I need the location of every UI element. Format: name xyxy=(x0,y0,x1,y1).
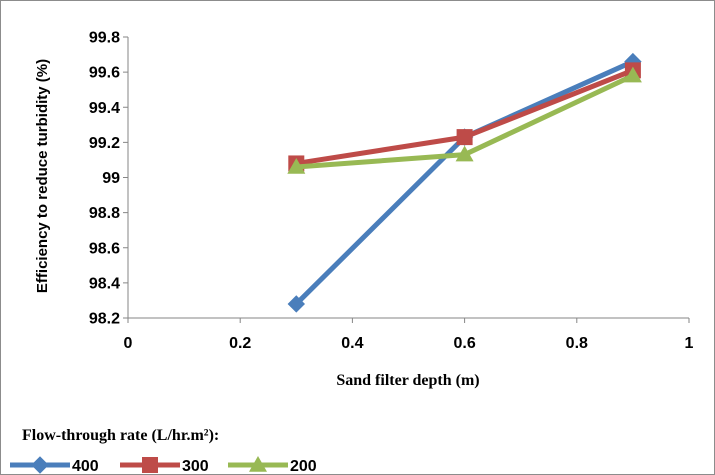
legend: 400 300 200 xyxy=(10,456,317,475)
x-tick-label: 1 xyxy=(685,335,694,352)
legend-item-400: 400 xyxy=(10,456,99,475)
data-point-300 xyxy=(456,129,473,146)
y-tick-label: 99.6 xyxy=(89,65,120,82)
y-tick-label: 98.4 xyxy=(89,275,120,292)
data-point-200 xyxy=(455,145,474,162)
x-tick-label: 0.8 xyxy=(566,335,588,352)
legend-marker xyxy=(249,456,267,472)
x-tick-labels: 0 0.2 0.4 0.6 0.8 1 xyxy=(124,318,694,352)
y-tick-label: 99.4 xyxy=(89,100,120,117)
legend-item-300: 300 xyxy=(120,457,209,475)
series-200 xyxy=(287,66,642,174)
x-tick-label: 0 xyxy=(124,335,133,352)
y-tick-label: 99.8 xyxy=(89,30,120,47)
legend-label: 200 xyxy=(290,458,317,475)
y-axis-label: Efficiency to reduce turbidity (%) xyxy=(34,59,51,293)
legend-marker xyxy=(31,456,49,474)
y-tick-labels: 98.2 98.4 98.6 98.8 99 99.2 99.4 99.6 99.8 xyxy=(89,30,128,328)
x-tick-label: 0.6 xyxy=(453,335,475,352)
data-point-200 xyxy=(287,157,306,174)
y-tick-label: 99 xyxy=(102,170,120,187)
legend-label: 400 xyxy=(72,458,99,475)
data-point-400 xyxy=(287,295,306,313)
y-tick-label: 98.6 xyxy=(89,240,120,257)
y-tick-label: 99.2 xyxy=(89,135,120,152)
x-tick-label: 0.2 xyxy=(229,335,251,352)
y-tick-label: 98.2 xyxy=(89,311,120,328)
series-group xyxy=(287,52,642,313)
legend-item-200: 200 xyxy=(228,456,317,475)
legend-title: Flow-through rate (L/hr.m²): xyxy=(22,427,219,444)
x-axis-label: Sand filter depth (m) xyxy=(336,372,479,389)
y-tick-label: 98.8 xyxy=(89,205,120,222)
series-400 xyxy=(287,52,642,313)
legend-marker xyxy=(142,457,158,473)
legend-label: 300 xyxy=(182,458,209,475)
data-point-200 xyxy=(623,66,642,83)
x-tick-label: 0.4 xyxy=(341,335,363,352)
